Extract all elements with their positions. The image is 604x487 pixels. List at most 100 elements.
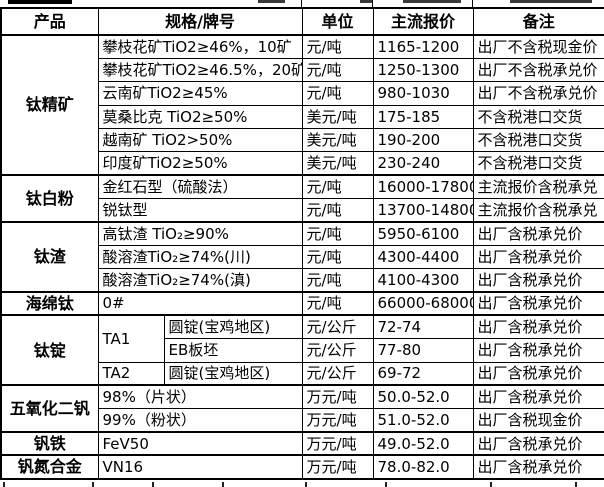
column-line-stub (490, 482, 492, 487)
unit-cell: 元/吨 (301, 81, 374, 106)
note-cell: 出厂含税承兑价 (472, 268, 604, 293)
product-cell: 钛白粉 (0, 174, 99, 223)
table-row: 攀枝花矿TiO2≥46.5%，20矿 元/吨 1250-1300 出厂不含税承兑价 (1, 57, 604, 83)
col-header-unit: 单位 (301, 7, 374, 36)
price-cell: 1165-1200 (372, 33, 474, 59)
spec-cell: 云南矿TiO2≥45% (97, 81, 303, 106)
table-row: 酸溶渣TiO₂≥74%(滇) 元/吨 4100-4300 出厂含税承兑价 (1, 268, 604, 293)
spec-cell: 锐钛型 (97, 198, 303, 223)
unit-cell: 元/吨 (301, 33, 374, 59)
table-row: 钛渣 高钛渣 TiO₂≥90% 元/吨 5950-6100 出厂含税承兑价 (0, 220, 604, 293)
unit-cell: 万元/吨 (301, 431, 374, 456)
cropped-text-mark (360, 0, 372, 3)
product-cell: 钛锭 (0, 314, 99, 386)
column-line-stub (301, 0, 302, 7)
unit-cell: 元/吨 (301, 220, 374, 246)
price-cell: 77-80 (372, 338, 474, 363)
unit-cell: 元/公斤 (301, 361, 374, 386)
product-cell: 五氧化二钒 (0, 384, 99, 433)
note-cell: 出厂含税承兑价 (472, 431, 604, 456)
product-cell: 钒氮合金 (0, 454, 99, 480)
note-cell: 出厂含税现金价 (472, 408, 604, 433)
spec-cell: 印度矿TiO2≥50% (97, 151, 303, 176)
spec-cell: 圆锭(宝鸡地区) (163, 361, 303, 386)
price-table: 产品 规格/牌号 单位 主流报价 备注 钛精矿 攀枝花矿TiO2≥46%，10矿元… (0, 7, 604, 480)
note-cell: 出厂含税承兑价 (472, 361, 604, 386)
spec-cell: 酸溶渣TiO₂≥74%(滇) (97, 268, 303, 293)
spec-cell: 金红石型（硫酸法） (97, 174, 303, 200)
product-cell: 钛精矿 (0, 33, 99, 176)
col-header-spec: 规格/牌号 (97, 7, 303, 36)
spec-cell: 莫桑比克 TiO2≥50% (97, 104, 303, 129)
spec-cell: 0# (97, 290, 303, 316)
table-row: 钛锭 TA1 圆锭(宝鸡地区) 元/公斤 72-74 出厂含税承兑价 (0, 314, 604, 386)
unit-cell: 美元/吨 (301, 104, 374, 129)
spec-cell: 越南矿 TiO2>50% (97, 127, 303, 153)
unit-cell: 元/吨 (301, 268, 374, 293)
spec-cell: 98%（片状） (97, 384, 303, 410)
unit-cell: 元/公斤 (301, 314, 374, 340)
header-row: 产品 规格/牌号 单位 主流报价 备注 (0, 7, 604, 36)
price-cell: 49.0-52.0 (372, 431, 474, 456)
unit-cell: 元/吨 (301, 244, 374, 270)
column-line-stub (3, 482, 5, 487)
spec-cell: 酸溶渣TiO₂≥74%(川) (97, 244, 303, 270)
note-cell: 出厂含税承兑价 (472, 338, 604, 363)
product-cell: 海绵钛 (0, 290, 99, 316)
cropped-text-mark (403, 0, 461, 3)
unit-cell: 美元/吨 (301, 151, 374, 176)
cropped-row-above (0, 0, 604, 7)
column-line-stub (152, 482, 154, 487)
product-cell: 钒铁 (0, 431, 99, 456)
column-line-stub (92, 482, 94, 487)
spec-cell: 圆锭(宝鸡地区) (163, 314, 303, 340)
table-row: 海绵钛 0# 元/吨 66000-68000 出厂含税承兑价 (0, 290, 604, 316)
column-line-stub (305, 482, 307, 487)
note-cell: 不含税港口交货 (472, 104, 604, 129)
spec-cell: 高钛渣 TiO₂≥90% (97, 220, 303, 246)
table-row: EB板坯 元/公斤 77-80 出厂含税承兑价 (1, 338, 604, 363)
spec-cell: EB板坯 (163, 338, 303, 363)
unit-cell: 元/吨 (301, 198, 374, 223)
price-cell: 51.0-52.0 (372, 408, 474, 433)
note-cell: 出厂不含税现金价 (472, 33, 604, 59)
note-cell: 出厂含税承兑价 (472, 290, 604, 316)
unit-cell: 美元/吨 (301, 127, 374, 153)
price-cell: 4300-4400 (372, 244, 474, 270)
col-header-product: 产品 (0, 7, 99, 36)
cropped-title-remnant (8, 0, 72, 4)
spec-cell: 攀枝花矿TiO2≥46.5%，20矿 (97, 57, 303, 83)
table-row: 钒氮合金 VN16 万元/吨 78.0-82.0 出厂含税承兑价 (0, 454, 604, 480)
price-cell: 5950-6100 (372, 220, 474, 246)
note-cell: 出厂含税承兑价 (472, 244, 604, 270)
price-cell: 190-200 (372, 127, 474, 153)
price-cell: 69-72 (372, 361, 474, 386)
unit-cell: 元/吨 (301, 174, 374, 200)
grade-cell: TA1 (97, 314, 165, 363)
unit-cell: 元/吨 (301, 290, 374, 316)
unit-cell: 元/公斤 (301, 338, 374, 363)
table-row: 五氧化二钒 98%（片状） 万元/吨 50.0-52.0 出厂含税承兑价 (0, 384, 604, 433)
price-cell: 1250-1300 (372, 57, 474, 83)
note-cell: 不含税港口交货 (472, 151, 604, 176)
price-cell: 72-74 (372, 314, 474, 340)
col-header-price: 主流报价 (372, 7, 474, 36)
table-row: 酸溶渣TiO₂≥74%(川) 元/吨 4300-4400 出厂含税承兑价 (1, 244, 604, 270)
note-cell: 出厂含税承兑价 (472, 454, 604, 480)
col-header-note: 备注 (472, 7, 604, 36)
column-line-stub (575, 482, 577, 487)
note-cell: 出厂不含税承兑价 (472, 81, 604, 106)
column-line-stub (372, 0, 373, 7)
unit-cell: 元/吨 (301, 57, 374, 83)
cropped-text-mark (258, 0, 285, 3)
table-row: 钒铁 FeV50 万元/吨 49.0-52.0 出厂含税承兑价 (0, 431, 604, 456)
price-cell: 13700-14800 (372, 198, 474, 223)
note-cell: 主流报价含税承兑 (472, 198, 604, 223)
spec-cell: VN16 (97, 454, 303, 480)
cropped-row-below (0, 480, 604, 487)
table-row: 钛白粉 金红石型（硫酸法） 元/吨 16000-17800 主流报价含税承兑 (0, 174, 604, 223)
price-cell: 4100-4300 (372, 268, 474, 293)
note-cell: 出厂不含税承兑价 (472, 57, 604, 83)
price-cell: 230-240 (372, 151, 474, 176)
